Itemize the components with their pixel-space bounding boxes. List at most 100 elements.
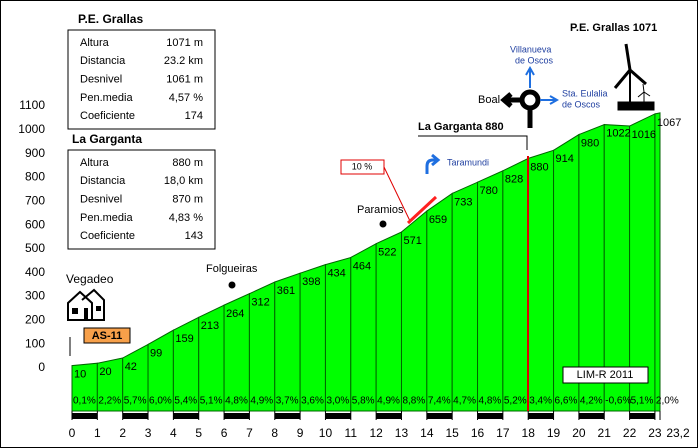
distance-strip [578,413,605,419]
info-label: Pen.media [80,92,133,104]
data-label: 264 [226,308,244,320]
data-label: 571 [403,235,421,247]
road-box [83,327,131,344]
info-box [67,29,216,130]
x-tick-label: 20 [572,426,586,440]
village-label: Folgueiras [206,263,258,275]
info-label: Altura [80,37,110,49]
x-tick-label: 0 [69,426,76,440]
data-label: 1067 [657,117,681,129]
info-label: Distancia [80,55,126,67]
info-value: 870 m [172,194,203,206]
x-tick-label: 22 [623,426,637,440]
data-label: 828 [505,174,523,186]
gradient-label: 3,6% [301,396,324,407]
data-label: 980 [581,137,599,149]
town-icon-windows [72,306,101,320]
x-tick-label: 16 [471,426,485,440]
x-tick-label: 4 [170,426,177,440]
x-tick-label: 1 [94,426,101,440]
data-label: 733 [454,196,472,208]
gradient-label: 4,8% [225,396,248,407]
info-value: 1061 m [166,74,203,86]
gradient-label: 2,2% [98,396,121,407]
profile-segment [426,192,453,412]
east-label: de Oscos [562,99,601,109]
box-title: P.E. Grallas [78,12,143,26]
gradient-label: 3,4% [529,396,552,407]
steep-section [406,195,438,225]
north-label: Villanueva [510,44,551,54]
x-tick-label: 5 [195,426,202,440]
profile-segment [502,157,529,412]
info-label: Desnivel [80,194,122,206]
gradient-label: 0,1% [73,396,96,407]
distance-strip [274,413,301,419]
distance-strip [72,413,98,419]
x-tick-label: 12 [369,426,383,440]
turn-arrow [425,153,441,174]
gradient-label: 6,0% [149,396,172,407]
x-tick-label: 6 [221,426,228,440]
gradient-pointer [383,166,411,222]
x-tick-label: 15 [445,426,459,440]
distance-strip [122,413,149,419]
profile-segment [375,231,402,412]
data-label: 213 [201,320,219,332]
info-value: 143 [185,230,203,242]
y-tick-label: 700 [25,193,45,207]
info-label: Distancia [80,175,126,187]
data-label: 99 [150,347,162,359]
distance-strip [173,413,199,419]
x-tick-label: 11 [345,426,358,440]
profile-segment [477,170,504,412]
data-label: 880 [530,161,548,173]
road-label: AS-11 [92,330,123,342]
y-tick-label: 300 [25,289,45,303]
distance-strip [528,413,554,419]
info-label: Pen.media [80,212,133,224]
data-label: 361 [277,285,295,297]
info-value: 880 m [172,157,203,169]
roundabout-arrow [500,92,533,128]
data-label: 522 [378,247,396,259]
x-tick-label: 2 [119,426,126,440]
gradient-label: 4,2% [580,396,603,407]
y-tick-label: 600 [25,217,45,231]
x-tick-label: 19 [547,426,561,440]
data-label: 312 [251,297,269,309]
y-tick-label: 0 [38,360,45,374]
x-tick-label: 8 [271,426,278,440]
info-boxes: P.E. Grallas Altura 1071 m Distancia 23.2 km… [67,12,216,250]
data-label: 780 [480,185,498,197]
info-value: 4,57 % [169,92,203,104]
gradient-label: 5,7% [124,396,147,407]
gradient-label: 5,4% [174,396,197,407]
data-label: 1016 [632,129,656,141]
gradient-label: 6,6% [555,396,578,407]
info-label: Coeficiente [80,230,135,242]
info-label: Desnivel [80,74,122,86]
gradient-label: 4,9% [377,396,400,407]
gradient-label: 3,0% [326,396,349,407]
gradient-label: 5,1% [631,396,654,407]
gradient-label: 4,8% [479,396,502,407]
data-label: 464 [353,260,371,272]
profile-segment [629,113,656,412]
x-tick-label: 13 [395,426,409,440]
gradient-label: 7,4% [428,396,451,407]
start-label: Vegadeo [66,272,114,286]
gradient-label: 8,8% [402,396,425,407]
gradient-label: -0,6% [605,396,631,407]
y-tick-label: 1000 [18,122,45,136]
profile-segment [451,181,479,412]
pass-pointer [418,135,528,150]
profile-segment [654,112,661,412]
x-tick-label: 14 [420,426,434,440]
junction-label: Boal [478,94,500,106]
annotations: Vegadeo AS-11 Folgueiras Paramios 10 % L… [66,22,657,411]
data-label: 434 [327,268,345,280]
info-value: 18,0 km [164,175,203,187]
direction-arrows [525,65,560,105]
